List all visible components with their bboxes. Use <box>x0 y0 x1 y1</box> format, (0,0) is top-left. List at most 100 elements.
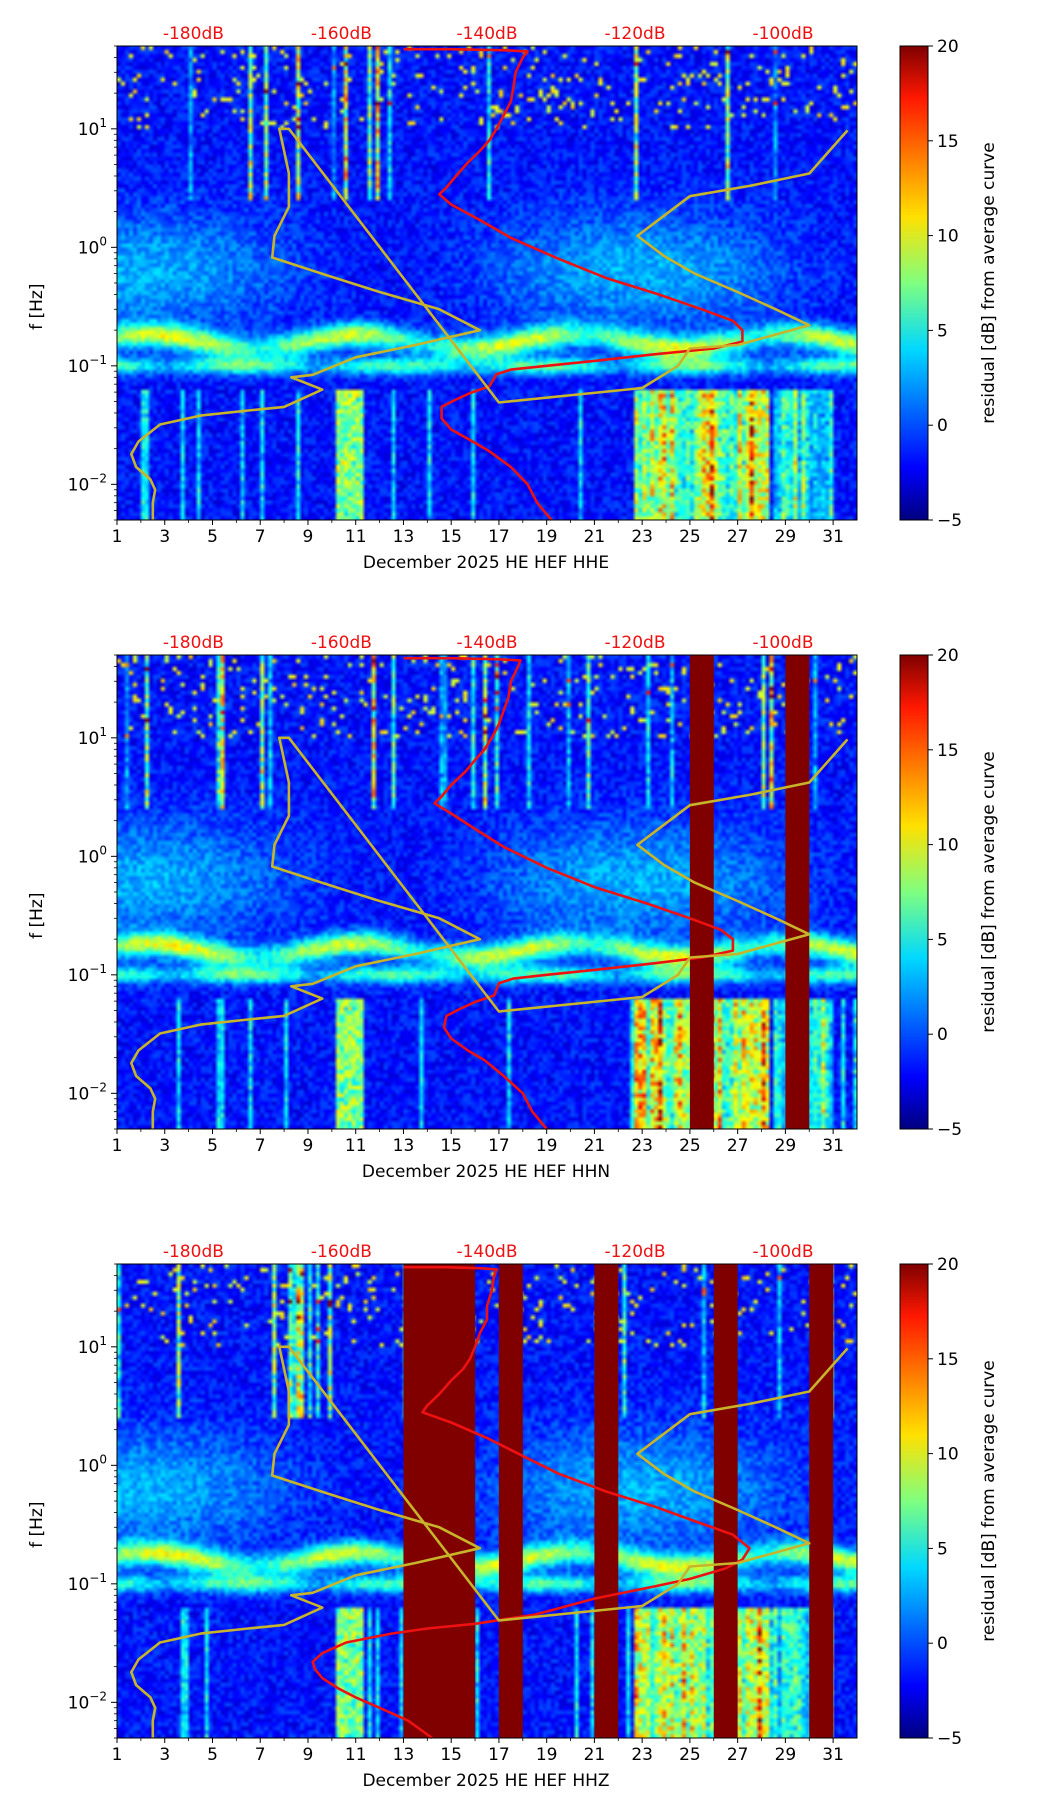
y-tick-label: 10−2 <box>68 1689 107 1713</box>
x-tick-label-23: 23 <box>631 527 653 547</box>
x-tick-label-15: 15 <box>440 1136 462 1156</box>
x-tick-label-15: 15 <box>440 1745 462 1765</box>
gap-column-1 <box>689 655 714 1129</box>
spectrogram-image <box>117 655 857 1129</box>
x-tick-label-17: 17 <box>488 1136 510 1156</box>
top-db-label-4: -120dB <box>604 1242 665 1262</box>
x-tick-label-9: 9 <box>303 1136 314 1156</box>
panel-3: 1 3 5 7 9 11 13 15 17 19 21 23 25 27 29 3110−210−110010… <box>27 1242 999 1791</box>
x-tick-label-27: 27 <box>727 1745 749 1765</box>
x-tick-label-27: 27 <box>727 527 749 547</box>
y-axis-label: f [Hz] <box>27 1502 47 1548</box>
x-tick-label-31: 31 <box>822 1745 844 1765</box>
x-tick-label-3: 3 <box>159 1745 170 1765</box>
average-curve-line <box>403 47 744 521</box>
top-db-label-5: -100dB <box>752 24 813 44</box>
x-tick-label-21: 21 <box>584 1136 606 1156</box>
x-tick-label-29: 29 <box>775 1745 797 1765</box>
top-db-label-2: -160dB <box>311 24 372 44</box>
top-db-label-4: -120dB <box>604 24 665 44</box>
colorbar-tick-label: −5 <box>937 1120 962 1140</box>
colorbar-tick-label: −5 <box>937 1729 962 1749</box>
spectrogram-image <box>117 46 857 520</box>
x-tick-label-7: 7 <box>255 527 266 547</box>
colorbar-gradient <box>899 45 929 521</box>
x-tick-label-17: 17 <box>488 1745 510 1765</box>
x-tick-label-17: 17 <box>488 527 510 547</box>
x-tick-label-31: 31 <box>822 1136 844 1156</box>
colorbar-gradient <box>899 1263 929 1739</box>
top-db-label-3: -140dB <box>456 1242 517 1262</box>
y-tick-label: 10−1 <box>68 1571 107 1595</box>
gap-column-5 <box>809 1264 834 1738</box>
colorbar-tick-label: 15 <box>937 741 959 761</box>
x-tick-label-21: 21 <box>584 527 606 547</box>
top-db-label-1: -180dB <box>163 1242 224 1262</box>
top-db-label-5: -100dB <box>752 633 813 653</box>
x-tick-label-7: 7 <box>255 1136 266 1156</box>
x-tick-label-1: 1 <box>112 1745 123 1765</box>
gap-column-2 <box>785 655 810 1129</box>
colorbar-tick-label: 5 <box>937 321 948 341</box>
colorbar-tick-label: 0 <box>937 1634 948 1654</box>
colorbar-tick-label: 5 <box>937 1539 948 1559</box>
top-db-label-3: -140dB <box>456 24 517 44</box>
top-db-label-1: -180dB <box>163 24 224 44</box>
x-tick-label-25: 25 <box>679 1745 701 1765</box>
top-db-label-4: -120dB <box>604 633 665 653</box>
x-tick-label-25: 25 <box>679 1136 701 1156</box>
reference-curve-line <box>130 736 849 1129</box>
colorbar-tick-label: 20 <box>937 37 959 57</box>
x-tick-label-15: 15 <box>440 527 462 547</box>
colorbar-tick-label: 10 <box>937 1445 959 1465</box>
x-tick-label-5: 5 <box>207 527 218 547</box>
colorbar-tick-label: 10 <box>937 836 959 856</box>
y-axis-label: f [Hz] <box>27 284 47 330</box>
y-tick-label: 100 <box>78 234 107 258</box>
x-tick-label-13: 13 <box>393 1136 415 1156</box>
colorbar-label: residual [dB] from average curve <box>979 1360 999 1641</box>
x-tick-label-29: 29 <box>775 1136 797 1156</box>
x-tick-label-25: 25 <box>679 527 701 547</box>
colorbar-tick-label: 15 <box>937 1350 959 1370</box>
gap-column-4 <box>713 1264 738 1738</box>
y-tick-label: 101 <box>78 725 107 749</box>
x-tick-label-9: 9 <box>303 1745 314 1765</box>
x-tick-label-31: 31 <box>822 527 844 547</box>
y-axis-label: f [Hz] <box>27 893 47 939</box>
top-db-label-3: -140dB <box>456 633 517 653</box>
x-tick-label-19: 19 <box>536 1136 558 1156</box>
y-tick-label: 101 <box>78 116 107 140</box>
x-axis-label: December 2025 HE HEF HHZ <box>362 1771 609 1791</box>
reference-curve-line <box>130 127 849 520</box>
x-tick-label-23: 23 <box>631 1745 653 1765</box>
y-tick-label: 100 <box>78 1452 107 1476</box>
x-axis-label: December 2025 HE HEF HHN <box>362 1162 610 1182</box>
x-tick-label-11: 11 <box>345 1136 367 1156</box>
x-tick-label-1: 1 <box>112 1136 123 1156</box>
colorbar-tick-label: 20 <box>937 1255 959 1275</box>
y-tick-label: 10−2 <box>68 471 107 495</box>
colorbar-label: residual [dB] from average curve <box>979 751 999 1032</box>
x-tick-label-19: 19 <box>536 1745 558 1765</box>
colorbar-tick-label: 0 <box>937 416 948 436</box>
top-db-label-2: -160dB <box>311 633 372 653</box>
x-tick-label-23: 23 <box>631 1136 653 1156</box>
gap-column-2 <box>498 1264 523 1738</box>
y-tick-label: 101 <box>78 1334 107 1358</box>
spectrogram-image <box>117 1264 857 1738</box>
x-tick-label-7: 7 <box>255 1745 266 1765</box>
colorbar-tick-label: 10 <box>937 227 959 247</box>
gap-column-3 <box>594 1264 619 1738</box>
x-tick-label-19: 19 <box>536 527 558 547</box>
colorbar-tick-label: 15 <box>937 132 959 152</box>
x-tick-label-9: 9 <box>303 527 314 547</box>
x-tick-label-13: 13 <box>393 527 415 547</box>
x-tick-label-11: 11 <box>345 1745 367 1765</box>
x-tick-label-13: 13 <box>393 1745 415 1765</box>
x-tick-label-3: 3 <box>159 527 170 547</box>
y-tick-label: 10−1 <box>68 353 107 377</box>
colorbar-tick-label: 5 <box>937 930 948 950</box>
